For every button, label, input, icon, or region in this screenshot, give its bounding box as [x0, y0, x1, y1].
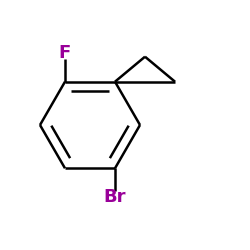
Text: Br: Br	[104, 188, 126, 206]
Text: F: F	[59, 44, 71, 62]
